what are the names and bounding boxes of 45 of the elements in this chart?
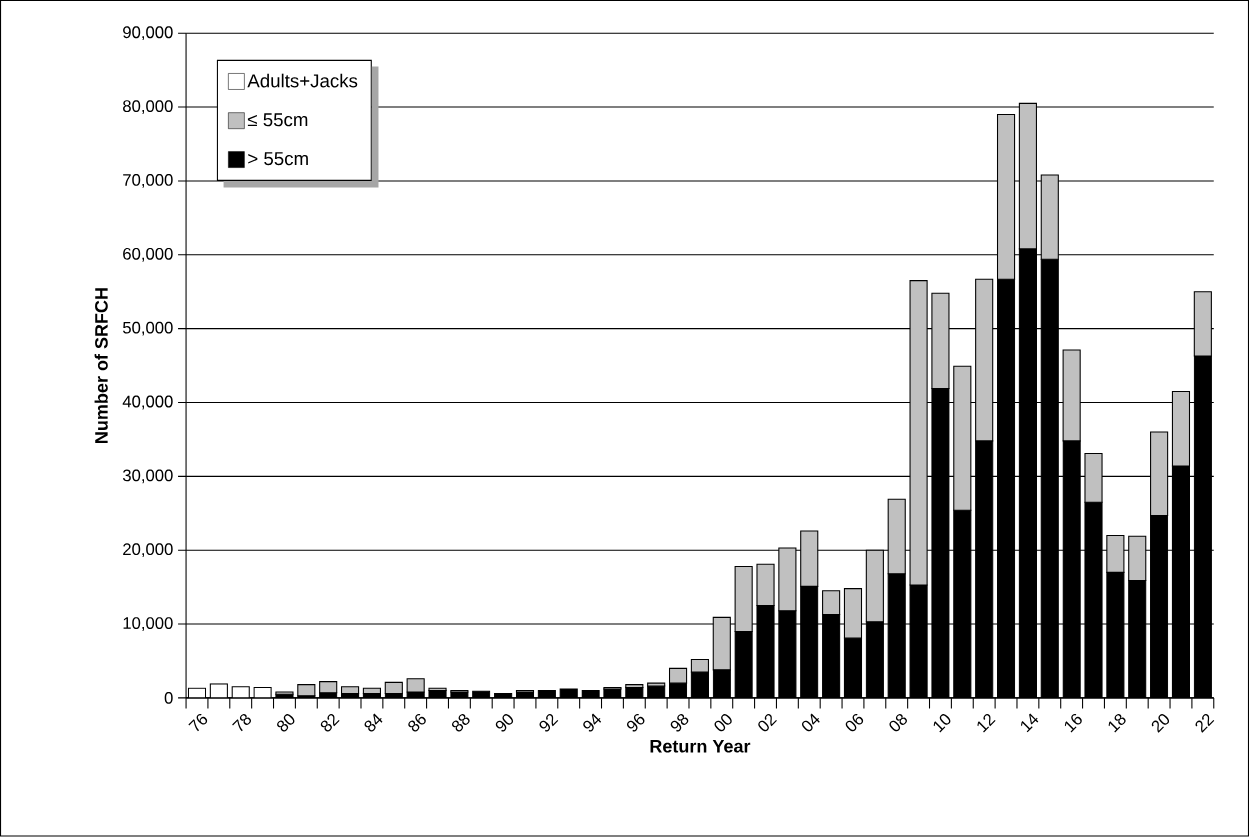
y-tick-label: 0 <box>164 692 173 705</box>
legend-label: > 55cm <box>248 152 308 166</box>
x-tick-label: 18 <box>1108 714 1126 733</box>
x-tick-label: 08 <box>889 714 907 732</box>
bar <box>275 691 294 695</box>
x-tick-label: 96 <box>626 714 645 732</box>
x-tick-label: 22 <box>1195 714 1215 733</box>
y-tick-label: 30,000 <box>122 469 173 484</box>
x-tick-label: 16 <box>1064 714 1082 733</box>
x-tick-label: 04 <box>802 713 820 732</box>
bar <box>319 681 338 694</box>
x-tick-label: 88 <box>452 714 470 732</box>
x-tick-label: 10 <box>933 714 951 733</box>
bar <box>362 687 381 695</box>
x-tick-label: 84 <box>364 713 383 732</box>
x-tick-label: 92 <box>539 714 559 732</box>
bar <box>340 686 360 695</box>
x-tick-label: 98 <box>670 714 689 732</box>
x-tick-label: 90 <box>495 714 514 732</box>
y-tick-label: 50,000 <box>122 321 173 336</box>
bar <box>297 684 316 697</box>
y-axis-title: Number of SRFCH <box>94 288 108 444</box>
x-tick-label: 06 <box>845 714 864 732</box>
x-tick-label: 12 <box>977 714 996 733</box>
x-tick-label: 80 <box>277 714 295 732</box>
x-tick-label: 76 <box>188 714 208 732</box>
legend-label: ≤ 55cm <box>247 113 308 127</box>
x-axis-title: Return Year <box>650 740 751 753</box>
y-tick-label: 20,000 <box>123 543 173 558</box>
x-tick-label: 20 <box>1151 714 1170 733</box>
x-tick-label: 14 <box>1021 713 1039 733</box>
x-tick-label: 02 <box>758 714 777 732</box>
legend-label: Adults+Jacks <box>247 73 358 88</box>
x-tick-label: 82 <box>320 714 340 732</box>
bar <box>384 682 403 695</box>
x-tick-label: 86 <box>408 714 426 732</box>
y-tick-label: 70,000 <box>123 174 173 189</box>
x-tick-label: 00 <box>714 714 732 732</box>
x-tick-label: 78 <box>232 714 252 732</box>
y-tick-label: 60,000 <box>123 248 173 262</box>
y-tick-label: 90,000 <box>123 26 173 41</box>
y-tick-label: 10,000 <box>123 617 173 632</box>
y-tick-label: 40,000 <box>122 395 173 410</box>
y-tick-label: 80,000 <box>123 100 173 115</box>
x-tick-label: 94 <box>583 713 602 732</box>
